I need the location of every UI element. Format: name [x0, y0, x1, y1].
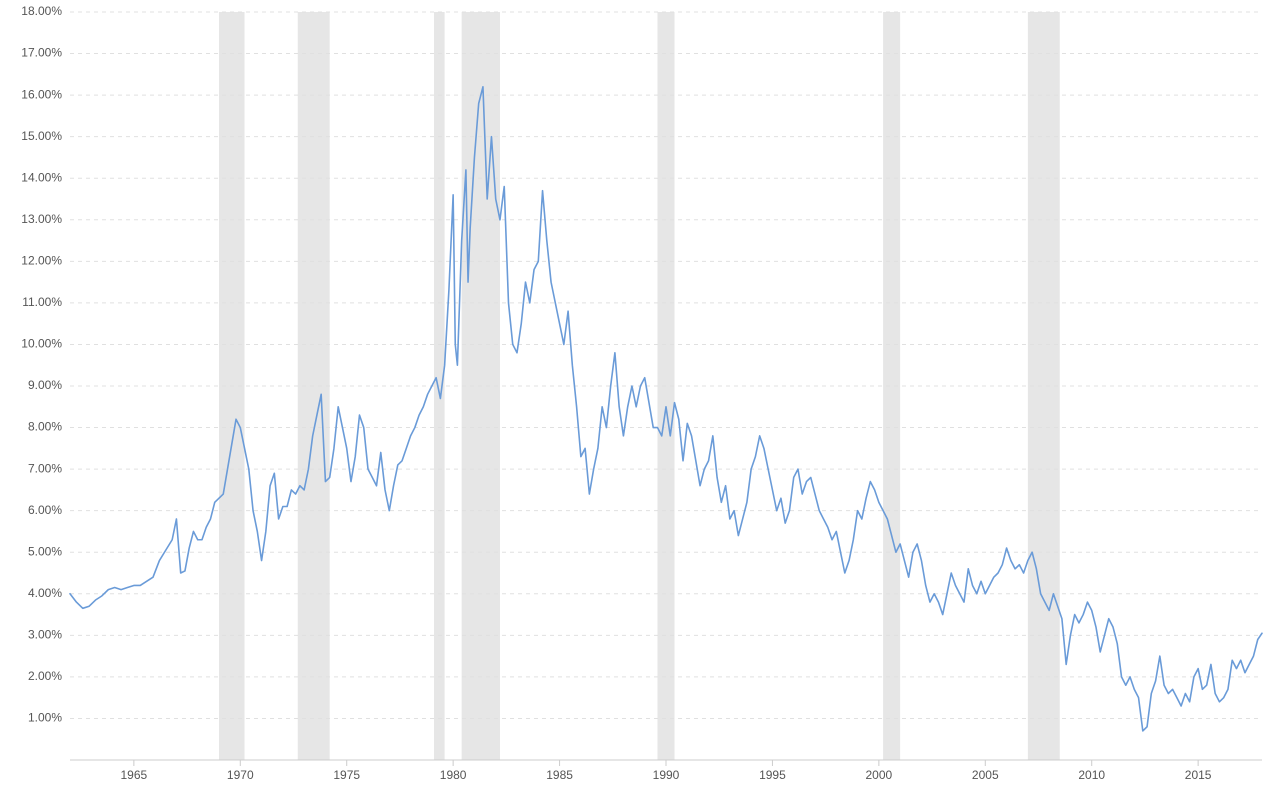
x-axis-label: 1995 — [759, 768, 786, 782]
y-axis-label: 9.00% — [28, 378, 62, 392]
y-axis-label: 1.00% — [28, 711, 62, 725]
x-axis-label: 1980 — [440, 768, 467, 782]
y-axis-label: 4.00% — [28, 586, 62, 600]
y-axis-label: 10.00% — [21, 337, 62, 351]
x-axis-label: 1975 — [333, 768, 360, 782]
y-axis-label: 16.00% — [21, 87, 62, 101]
y-axis-label: 5.00% — [28, 544, 62, 558]
y-axis-label: 15.00% — [21, 129, 62, 143]
y-axis-label: 18.00% — [21, 4, 62, 18]
line-chart: 1.00% 2.00% 3.00% 4.00% 5.00% 6.00% 7.00% 8.00%… — [0, 0, 1280, 790]
y-axis-label: 3.00% — [28, 628, 62, 642]
x-axis-label: 1970 — [227, 768, 254, 782]
x-axis-label: 1965 — [121, 768, 148, 782]
y-axis-label: 14.00% — [21, 170, 62, 184]
y-axis-label: 12.00% — [21, 254, 62, 268]
x-axis-label: 1990 — [653, 768, 680, 782]
y-axis-label: 6.00% — [28, 503, 62, 517]
x-axis-label: 2000 — [866, 768, 893, 782]
x-axis-label: 2005 — [972, 768, 999, 782]
x-axis-label: 2010 — [1078, 768, 1105, 782]
y-axis-label: 7.00% — [28, 461, 62, 475]
y-axis-label: 11.00% — [22, 295, 62, 309]
y-axis-label: 13.00% — [21, 212, 62, 226]
chart-container: 1.00% 2.00% 3.00% 4.00% 5.00% 6.00% 7.00% 8.00%… — [0, 0, 1280, 790]
y-axis-label: 8.00% — [28, 420, 62, 434]
y-axis-label: 17.00% — [21, 46, 62, 60]
x-axis-label: 1985 — [546, 768, 573, 782]
x-axis-label: 2015 — [1185, 768, 1212, 782]
y-axis-label: 2.00% — [28, 669, 62, 683]
